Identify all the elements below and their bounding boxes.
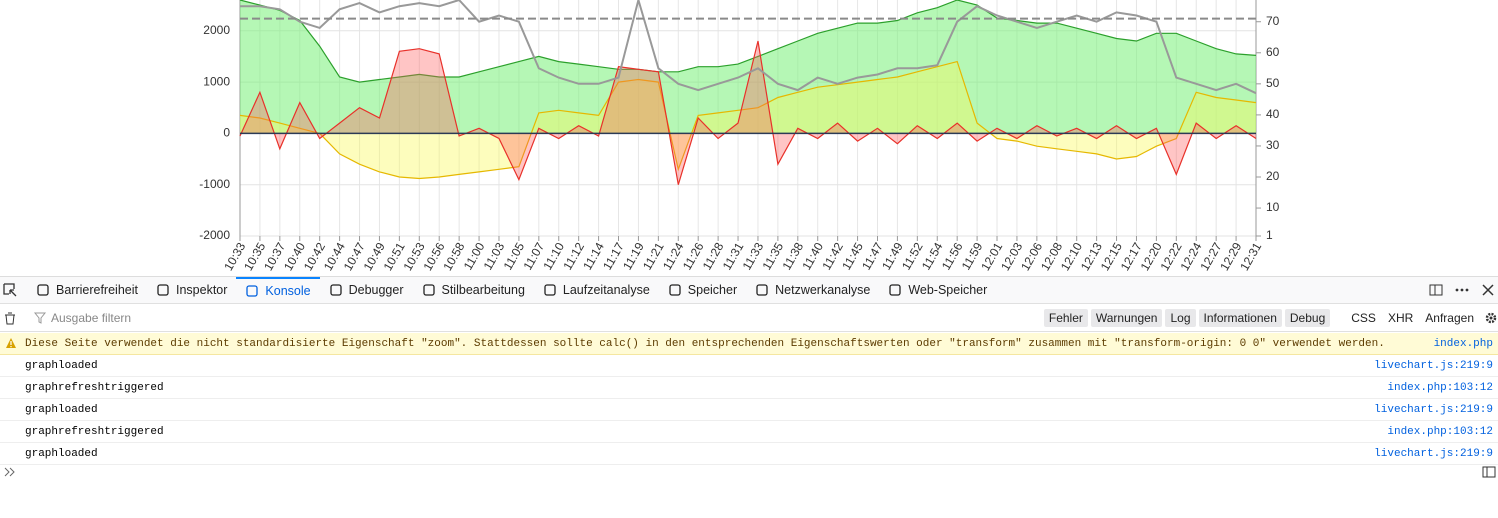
level-filter[interactable]: Informationen [1198, 309, 1282, 327]
y-tick-label: -2000 [199, 228, 230, 242]
extra-filter[interactable]: XHR [1387, 311, 1414, 325]
y-tick-label: 1000 [203, 74, 230, 88]
console-message: graphrefreshtriggered index.php:103:12 [0, 421, 1498, 443]
console-message: graphloaded livechart.js:219:9 [0, 399, 1498, 421]
console-message: graphloaded livechart.js:219:9 [0, 355, 1498, 377]
tab-icon [889, 284, 901, 296]
tab-icon [669, 284, 681, 296]
message-source[interactable]: livechart.js:219:9 [1374, 403, 1493, 416]
tab-label: Laufzeitanalyse [562, 283, 650, 297]
series-line [239, 60, 1257, 180]
settings-icon[interactable] [1484, 311, 1498, 325]
filter-input[interactable]: Ausgabe filtern [33, 311, 1001, 325]
close-icon[interactable] [1481, 283, 1495, 297]
picker-icon[interactable] [3, 283, 17, 297]
devtools-toolbar: Barrierefreiheit Inspektor Konsole Debugger… [0, 276, 1498, 304]
tab-list: Barrierefreiheit Inspektor Konsole Debugger… [27, 277, 996, 303]
editor-toggle-icon[interactable] [1482, 465, 1496, 479]
y2-tick-label: 1 [1266, 228, 1273, 242]
message-text: graphloaded [25, 359, 98, 372]
tab-label: Netzwerkanalyse [775, 283, 871, 297]
message-source[interactable]: index.php:103:12 [1387, 381, 1493, 394]
message-text: Diese Seite verwendet die nicht standard… [25, 337, 1385, 350]
prompt-icon [4, 467, 15, 477]
area [240, 61, 1256, 179]
tab-icon [37, 284, 49, 296]
tab-label: Web-Speicher [908, 283, 988, 297]
extra-filter[interactable]: Anfragen [1425, 311, 1474, 325]
tab-icon [157, 284, 169, 296]
tab[interactable]: Stilbearbeitung [413, 277, 534, 303]
tab-icon [756, 284, 768, 296]
console-input[interactable] [0, 460, 1498, 484]
console-message: graphrefreshtriggered index.php:103:12 [0, 377, 1498, 399]
tab[interactable]: Barrierefreiheit [27, 277, 147, 303]
tab-label: Stilbearbeitung [441, 283, 525, 297]
y-tick-label: 2000 [203, 23, 230, 37]
message-text: graphloaded [25, 447, 98, 460]
tab-label: Speicher [687, 283, 738, 297]
level-filter[interactable]: Debug [1284, 309, 1331, 327]
message-source[interactable]: index.php [1433, 337, 1493, 350]
console-message: Diese Seite verwendet die nicht standard… [0, 333, 1498, 355]
message-text: graphrefreshtriggered [25, 381, 164, 394]
area [240, 41, 1256, 185]
console-message: graphloaded livechart.js:219:9 [0, 443, 1498, 465]
y-tick-label: -1000 [199, 177, 230, 191]
y2-tick-label: 40 [1266, 107, 1280, 121]
tab-icon [544, 284, 556, 296]
level-filter[interactable]: Warnungen [1090, 309, 1163, 327]
level-filter[interactable]: Log [1165, 309, 1196, 327]
chart: -2000-100001000200011020304050607010:331… [199, 0, 1280, 273]
y2-tick-label: 10 [1266, 200, 1280, 214]
y2-tick-label: 60 [1266, 45, 1280, 59]
message-source[interactable]: livechart.js:219:9 [1374, 447, 1493, 460]
warning-icon [6, 338, 16, 348]
tab[interactable]: Konsole [236, 277, 320, 303]
message-text: graphloaded [25, 403, 98, 416]
level-filter[interactable]: Fehler [1043, 309, 1088, 327]
message-text: graphrefreshtriggered [25, 425, 164, 438]
filter-placeholder: Ausgabe filtern [51, 311, 132, 325]
tab[interactable]: Inspektor [147, 277, 236, 303]
more-icon[interactable] [1455, 283, 1469, 297]
area [240, 0, 1256, 134]
tab-icon [329, 284, 342, 296]
y-tick-label: 0 [223, 126, 230, 140]
tab-label: Debugger [348, 283, 404, 297]
extra-filters: CSS XHR Anfragen [1345, 309, 1480, 327]
tab-label: Inspektor [175, 283, 228, 297]
y2-tick-label: 30 [1266, 138, 1280, 152]
tab[interactable]: Debugger [320, 277, 413, 303]
series-line [239, 0, 1257, 83]
tab[interactable]: Speicher [659, 277, 746, 303]
tab[interactable]: Web-Speicher [879, 277, 996, 303]
tab-label: Barrierefreiheit [56, 283, 138, 297]
filter-icon [33, 312, 47, 324]
clear-icon[interactable] [3, 311, 17, 325]
tab-icon [422, 284, 435, 296]
y2-tick-label: 50 [1266, 76, 1280, 90]
level-filters: Fehler Warnungen Log Informationen Debug [1043, 309, 1333, 327]
tab-icon [246, 285, 259, 297]
tab[interactable]: Laufzeitanalyse [534, 277, 659, 303]
dock-icon[interactable] [1429, 283, 1443, 297]
message-source[interactable]: index.php:103:12 [1387, 425, 1493, 438]
extra-filter[interactable]: CSS [1351, 311, 1376, 325]
y2-tick-label: 20 [1266, 169, 1280, 183]
filter-bar: Ausgabe filtern Fehler Warnungen Log Inform… [0, 305, 1498, 332]
console-log: Diese Seite verwendet die nicht standard… [0, 333, 1498, 465]
tab-label: Konsole [265, 284, 311, 298]
x-tick-label: 12:31 [1237, 240, 1264, 273]
y2-tick-label: 70 [1266, 14, 1280, 28]
tab[interactable]: Netzwerkanalyse [746, 277, 879, 303]
message-source[interactable]: livechart.js:219:9 [1374, 359, 1493, 372]
